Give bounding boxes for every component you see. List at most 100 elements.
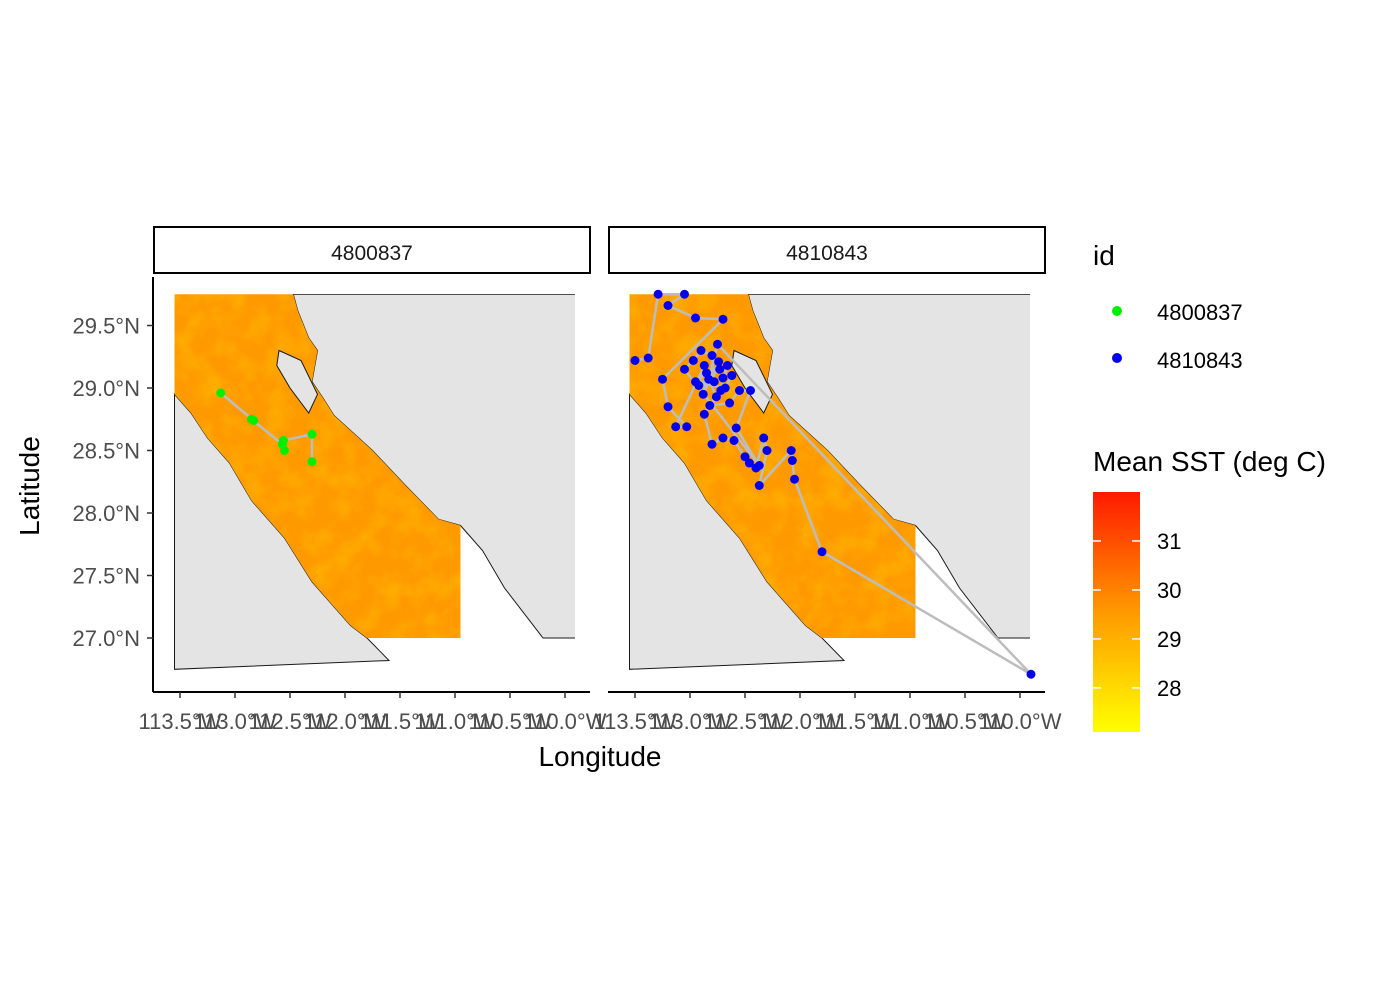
- sst-colorbar-ticks: 31 30 29 28: [1093, 529, 1181, 701]
- track-segment: [716, 343, 1032, 676]
- track-segment: [793, 478, 824, 553]
- x-tick-label: 111.5°W: [814, 709, 896, 734]
- track-point: [682, 422, 692, 432]
- track-segment: [758, 449, 793, 487]
- x-tick-label: 112.5°W: [704, 709, 787, 734]
- track-segment: [695, 316, 724, 321]
- track-point: [754, 481, 764, 490]
- legend-sst-title: Mean SST (deg C): [1093, 446, 1326, 477]
- track-point: [711, 392, 721, 402]
- sst-colorbar: [1093, 492, 1140, 732]
- track-point: [718, 373, 728, 383]
- y-tick-label: 28.5°N: [72, 439, 140, 464]
- x-tick-label: 110.5°W: [469, 709, 552, 734]
- x-tick-label: 110.5°W: [924, 709, 1007, 734]
- track-point: [643, 353, 653, 363]
- track-point: [715, 364, 725, 374]
- track-point: [727, 371, 737, 380]
- facet-strip-label: 4810843: [786, 242, 868, 265]
- y-tick-label: 27.5°N: [72, 564, 140, 589]
- y-tick-label: 27.0°N: [72, 626, 140, 651]
- track-point: [702, 368, 711, 378]
- track-point: [722, 361, 732, 370]
- track-point: [729, 436, 739, 445]
- x-axis-title: Longitude: [538, 741, 661, 772]
- sst-tick-label: 30: [1157, 578, 1181, 603]
- track-segment: [283, 433, 313, 442]
- track-point: [696, 346, 706, 355]
- track-segment: [661, 318, 724, 381]
- track-point: [663, 301, 673, 310]
- track-point: [713, 339, 722, 349]
- track-point: [280, 446, 289, 455]
- track-segment: [646, 294, 660, 359]
- track-point: [671, 422, 681, 432]
- legend-label-4800837: 4800837: [1157, 300, 1243, 325]
- track-segment: [821, 550, 1032, 676]
- track-point: [658, 374, 667, 384]
- track-point: [688, 356, 698, 365]
- track-point: [731, 423, 741, 433]
- track-segment: [219, 392, 255, 422]
- track-point: [744, 458, 754, 468]
- track-segment: [661, 379, 670, 407]
- track-point: [762, 446, 772, 455]
- y-tick-label: 29.5°N: [72, 314, 140, 339]
- track-point: [691, 313, 700, 323]
- track-point: [714, 357, 724, 367]
- track-point: [680, 364, 689, 374]
- legend-id: id 4800837 4810843: [1093, 240, 1243, 373]
- legend-label-4810843: 4810843: [1157, 348, 1243, 373]
- track-point: [718, 314, 728, 324]
- facet-panel-4800837: 4800837: [153, 226, 591, 693]
- track-point: [680, 289, 689, 299]
- track-point: [630, 356, 640, 365]
- track-point: [740, 452, 750, 462]
- legend-key-4810843: [1112, 353, 1122, 363]
- track-point: [790, 474, 799, 484]
- track-segment: [758, 450, 769, 486]
- sst-tick-label: 28: [1157, 676, 1181, 701]
- track-segment: [667, 405, 688, 428]
- x-axis-panel-2: 113.5°W113.0°W112.5°W112.0°W111.5°W111.0…: [594, 692, 1062, 734]
- track-segment: [674, 364, 706, 428]
- x-axis-panel-1: 113.5°W113.0°W112.5°W112.0°W111.5°W111.0…: [139, 692, 607, 734]
- sst-tick-label: 31: [1157, 529, 1181, 554]
- x-tick-label: 110.0°W: [524, 709, 607, 734]
- x-tick-label: 112.0°W: [304, 709, 387, 734]
- sst-raster: [174, 294, 461, 638]
- track-point: [725, 398, 735, 408]
- track-point: [817, 547, 827, 557]
- track-point: [786, 446, 796, 455]
- track-point: [699, 361, 709, 370]
- track-point: [754, 461, 764, 470]
- sst-tick-label: 29: [1157, 627, 1181, 652]
- track-point: [746, 386, 755, 395]
- x-tick-label: 113.5°W: [139, 709, 222, 734]
- track-points: [630, 289, 1036, 679]
- x-tick-label: 113.0°W: [649, 709, 732, 734]
- track-points: [216, 388, 317, 467]
- track-point: [307, 457, 317, 467]
- track-point: [653, 289, 663, 299]
- y-axis-title: Latitude: [14, 436, 45, 536]
- tiburon-island: [276, 349, 319, 414]
- track-point: [707, 351, 717, 360]
- track-point: [718, 433, 728, 443]
- track-point: [787, 456, 797, 465]
- track-point: [699, 409, 709, 419]
- legend-sst: Mean SST (deg C) 31 30 29 28: [1093, 446, 1326, 732]
- track-point: [709, 377, 719, 387]
- x-tick-label: 113.0°W: [194, 709, 277, 734]
- facet-strip-label: 4800837: [331, 242, 413, 265]
- x-tick-label: 111.0°W: [869, 709, 951, 734]
- track-point: [247, 414, 256, 424]
- track-point: [1026, 669, 1036, 679]
- track-segment: [703, 413, 714, 445]
- track-point: [735, 386, 744, 395]
- facet-strip-4800837: [153, 226, 591, 274]
- track-segment: [667, 304, 697, 320]
- track-point: [698, 389, 708, 399]
- y-tick-label: 29.0°N: [72, 376, 140, 401]
- legend-key-4800837: [1112, 306, 1122, 316]
